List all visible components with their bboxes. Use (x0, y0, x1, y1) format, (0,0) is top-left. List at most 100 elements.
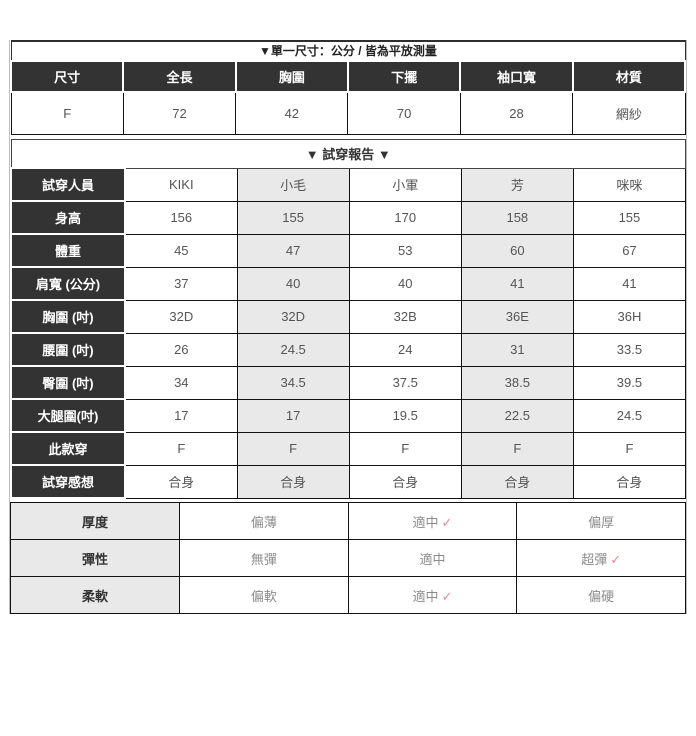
fit-cell: 32D (236, 299, 350, 334)
property-table-row: 彈性 無彈 適中 超彈 ✓ (10, 539, 686, 577)
property-table: 厚度 偏薄 適中 ✓ 偏厚 彈性 無彈 適中 超彈 ✓ 柔軟 偏軟 適中 ✓ 偏硬 (10, 502, 686, 614)
property-option: 無彈 (179, 539, 349, 577)
property-option-label: 無彈 (250, 551, 277, 567)
size-col-header: 下擺 (346, 60, 462, 93)
property-option-label: 超彈 (581, 551, 608, 567)
property-option-label: 偏硬 (588, 588, 615, 604)
fit-cell: 22.5 (460, 398, 574, 433)
fit-cell: 24 (348, 332, 462, 367)
fit-row-label: 試穿感想 (10, 464, 126, 499)
fit-cell: 24.5 (572, 398, 687, 433)
property-option-label: 偏薄 (250, 514, 277, 530)
fit-cell: 156 (124, 200, 238, 235)
fit-cell: 合身 (348, 464, 462, 499)
fit-table-row: 腰圍 (吋) 26 24.5 24 31 33.5 (10, 332, 687, 367)
check-icon: ✓ (441, 514, 453, 530)
fit-row-label: 胸圍 (吋) (10, 299, 126, 334)
size-col-header: 袖口寬 (459, 60, 574, 93)
fit-table-row: 試穿人員 KIKI 小毛 小軍芳咪咪 (10, 167, 687, 202)
fit-report-table: ▼ 試穿報告 ▼ 試穿人員 KIKI 小毛 小軍芳咪咪 身高 156 155 170 158 15… (10, 138, 687, 499)
property-option: 偏軟 (179, 576, 349, 614)
size-col-header: 全長 (122, 60, 237, 93)
fit-cell: 47 (236, 233, 350, 268)
fit-table-row: 此款穿 F F F F F (10, 431, 687, 466)
property-row-label: 彈性 (10, 539, 180, 577)
fit-cell: 芳 (460, 167, 574, 202)
size-table-header-row: 尺寸 全長 胸圍 下擺 袖口寬 材質 (9, 60, 687, 93)
property-row-label: 柔軟 (10, 576, 180, 614)
fit-cell: F (572, 431, 687, 466)
fit-cell: 41 (572, 266, 687, 301)
fit-cell: F (236, 431, 350, 466)
fit-cell: 45 (124, 233, 238, 268)
fit-cell: 合身 (460, 464, 574, 499)
fit-cell: 155 (572, 200, 687, 235)
fit-cell: 26 (124, 332, 238, 367)
fit-table-row: 肩寬 (公分) 37 40 40 41 41 (10, 266, 687, 301)
fit-cell: 36E (460, 299, 574, 334)
property-table-row: 柔軟 偏軟 適中 ✓ 偏硬 (10, 576, 686, 614)
fit-table-row: 體重 45 47 53 60 67 (10, 233, 687, 268)
fit-cell: 咪咪 (572, 167, 687, 202)
fit-cell: 34 (124, 365, 238, 400)
fit-cell: 53 (348, 233, 462, 268)
property-option: 偏硬 (516, 576, 686, 614)
fit-cell: F (348, 431, 462, 466)
fit-cell: 155 (236, 200, 350, 235)
check-icon: ✓ (441, 588, 453, 604)
fit-cell: KIKI (124, 167, 238, 202)
fit-cell: F (460, 431, 574, 466)
property-option: 偏厚 (516, 502, 686, 540)
size-col-header: 尺寸 (9, 60, 125, 93)
size-value-cell: 28 (459, 91, 574, 135)
size-value-cell: 42 (235, 91, 349, 135)
size-table-value-row: F 72 42 70 28 網紗 (10, 91, 686, 135)
property-option-label: 適中 (412, 514, 439, 530)
property-option: 適中 (347, 539, 518, 577)
check-icon: ✓ (610, 551, 622, 567)
property-option-label: 適中 (419, 551, 446, 567)
property-option: 超彈 ✓ (516, 539, 686, 577)
fit-cell: 40 (348, 266, 462, 301)
fit-cell: 32D (124, 299, 238, 334)
fit-cell: 37 (124, 266, 238, 301)
fit-row-label: 臀圍 (吋) (10, 365, 126, 400)
fit-cell: 合身 (236, 464, 350, 499)
size-value-cell: F (10, 91, 124, 135)
fit-cell: 33.5 (572, 332, 687, 367)
fit-row-label: 身高 (10, 200, 126, 235)
fit-report-title: ▼ 試穿報告 ▼ (10, 138, 686, 169)
fit-cell: 小毛 (236, 167, 350, 202)
fit-row-label: 大腿圍(吋) (10, 398, 126, 433)
property-row-label: 厚度 (10, 502, 180, 540)
fit-table-row: 胸圍 (吋) 32D 32D 32B 36E 36H (10, 299, 687, 334)
property-option-label: 偏厚 (588, 514, 615, 530)
fit-cell: 17 (236, 398, 350, 433)
fit-cell: 24.5 (236, 332, 350, 367)
size-chart-note: ▼單一尺寸：公分 / 皆為平放測量 (10, 40, 686, 62)
fit-cell: 19.5 (348, 398, 462, 433)
fit-cell: 合身 (124, 464, 238, 499)
property-option-label: 偏軟 (250, 588, 277, 604)
fit-cell: 37.5 (348, 365, 462, 400)
fit-cell: 合身 (572, 464, 687, 499)
fit-row-label: 腰圍 (吋) (10, 332, 126, 367)
fit-cell: 67 (572, 233, 687, 268)
fit-table-row: 試穿感想 合身 合身 合身 合身 合身 (10, 464, 687, 499)
property-option: 偏薄 (179, 502, 349, 540)
fit-table-row: 臀圍 (吋) 34 34.5 37.5 38.5 39.5 (10, 365, 687, 400)
size-table: ▼單一尺寸：公分 / 皆為平放測量 尺寸 全長 胸圍 下擺 袖口寬 材質 F 72 42 70 2… (9, 40, 687, 135)
fit-cell: 170 (348, 200, 462, 235)
fit-cell: 38.5 (460, 365, 574, 400)
fit-row-label: 體重 (10, 233, 126, 268)
fit-cell: 158 (460, 200, 574, 235)
size-col-header: 材質 (571, 60, 687, 93)
size-col-header: 胸圍 (234, 60, 349, 93)
fit-cell: 40 (236, 266, 350, 301)
size-value-cell: 70 (347, 91, 461, 135)
size-value-cell: 網紗 (572, 91, 686, 135)
size-value-cell: 72 (122, 91, 237, 135)
fit-row-label: 試穿人員 (10, 167, 126, 202)
size-note-row: ▼單一尺寸：公分 / 皆為平放測量 (10, 40, 686, 62)
fit-cell: 39.5 (572, 365, 687, 400)
